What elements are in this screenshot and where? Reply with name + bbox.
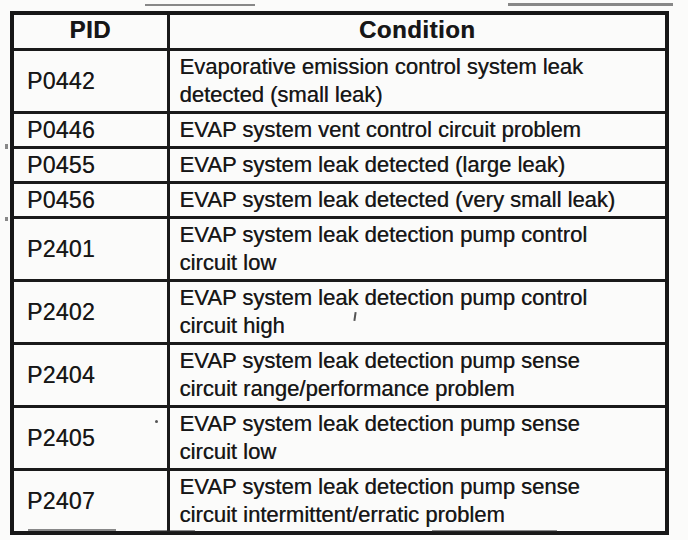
pid-cell: P2405 xyxy=(12,407,168,470)
condition-column-header: Condition xyxy=(168,13,667,50)
table-row: P0455EVAP system leak detected (large le… xyxy=(12,148,667,183)
table-row: P0442Evaporative emission control system… xyxy=(12,50,667,113)
dtc-table: PID Condition P0442Evaporative emission … xyxy=(10,11,669,535)
scanned-document-page: PID Condition P0442Evaporative emission … xyxy=(0,0,688,540)
pid-cell: P0442 xyxy=(12,50,168,113)
scan-artifact xyxy=(155,420,158,423)
pid-cell: P2404 xyxy=(12,344,168,407)
condition-cell: EVAP system leak detection pump sense ci… xyxy=(168,470,667,534)
pid-column-header: PID xyxy=(12,13,168,50)
pid-cell: P0455 xyxy=(12,148,168,183)
table-row: P2404EVAP system leak detection pump sen… xyxy=(12,344,667,407)
condition-cell: EVAP system leak detection pump control … xyxy=(168,218,667,281)
table-body: P0442Evaporative emission control system… xyxy=(12,50,667,534)
condition-cell: EVAP system leak detected (large leak) xyxy=(168,148,667,183)
table-row: P2402EVAP system leak detection pump con… xyxy=(12,281,667,344)
pid-cell: P2402 xyxy=(12,281,168,344)
condition-cell: Evaporative emission control system leak… xyxy=(168,50,667,113)
table-row: P2401EVAP system leak detection pump con… xyxy=(12,218,667,281)
pid-cell: P2401 xyxy=(12,218,168,281)
condition-cell: EVAP system leak detection pump sense ci… xyxy=(168,407,667,470)
condition-cell: EVAP system leak detection pump sense ci… xyxy=(168,344,667,407)
table-row: P2405EVAP system leak detection pump sen… xyxy=(12,407,667,470)
pid-cell: P0446 xyxy=(12,113,168,148)
table-row: P0456EVAP system leak detected (very sma… xyxy=(12,183,667,218)
scan-artifact xyxy=(28,529,116,531)
condition-cell: EVAP system leak detection pump control … xyxy=(168,281,667,344)
table-header-row: PID Condition xyxy=(12,13,667,50)
scan-artifact xyxy=(432,530,557,532)
scan-artifact xyxy=(150,530,195,532)
scan-artifact xyxy=(508,3,673,6)
table-row: P0446EVAP system vent control circuit pr… xyxy=(12,113,667,148)
scan-artifact xyxy=(5,217,8,221)
scan-artifact xyxy=(5,144,8,149)
condition-cell: EVAP system leak detected (very small le… xyxy=(168,183,667,218)
table-row: P2407EVAP system leak detection pump sen… xyxy=(12,470,667,534)
pid-cell: P2407 xyxy=(12,470,168,534)
pid-cell: P0456 xyxy=(12,183,168,218)
scan-artifact xyxy=(145,4,255,6)
condition-cell: EVAP system vent control circuit problem xyxy=(168,113,667,148)
